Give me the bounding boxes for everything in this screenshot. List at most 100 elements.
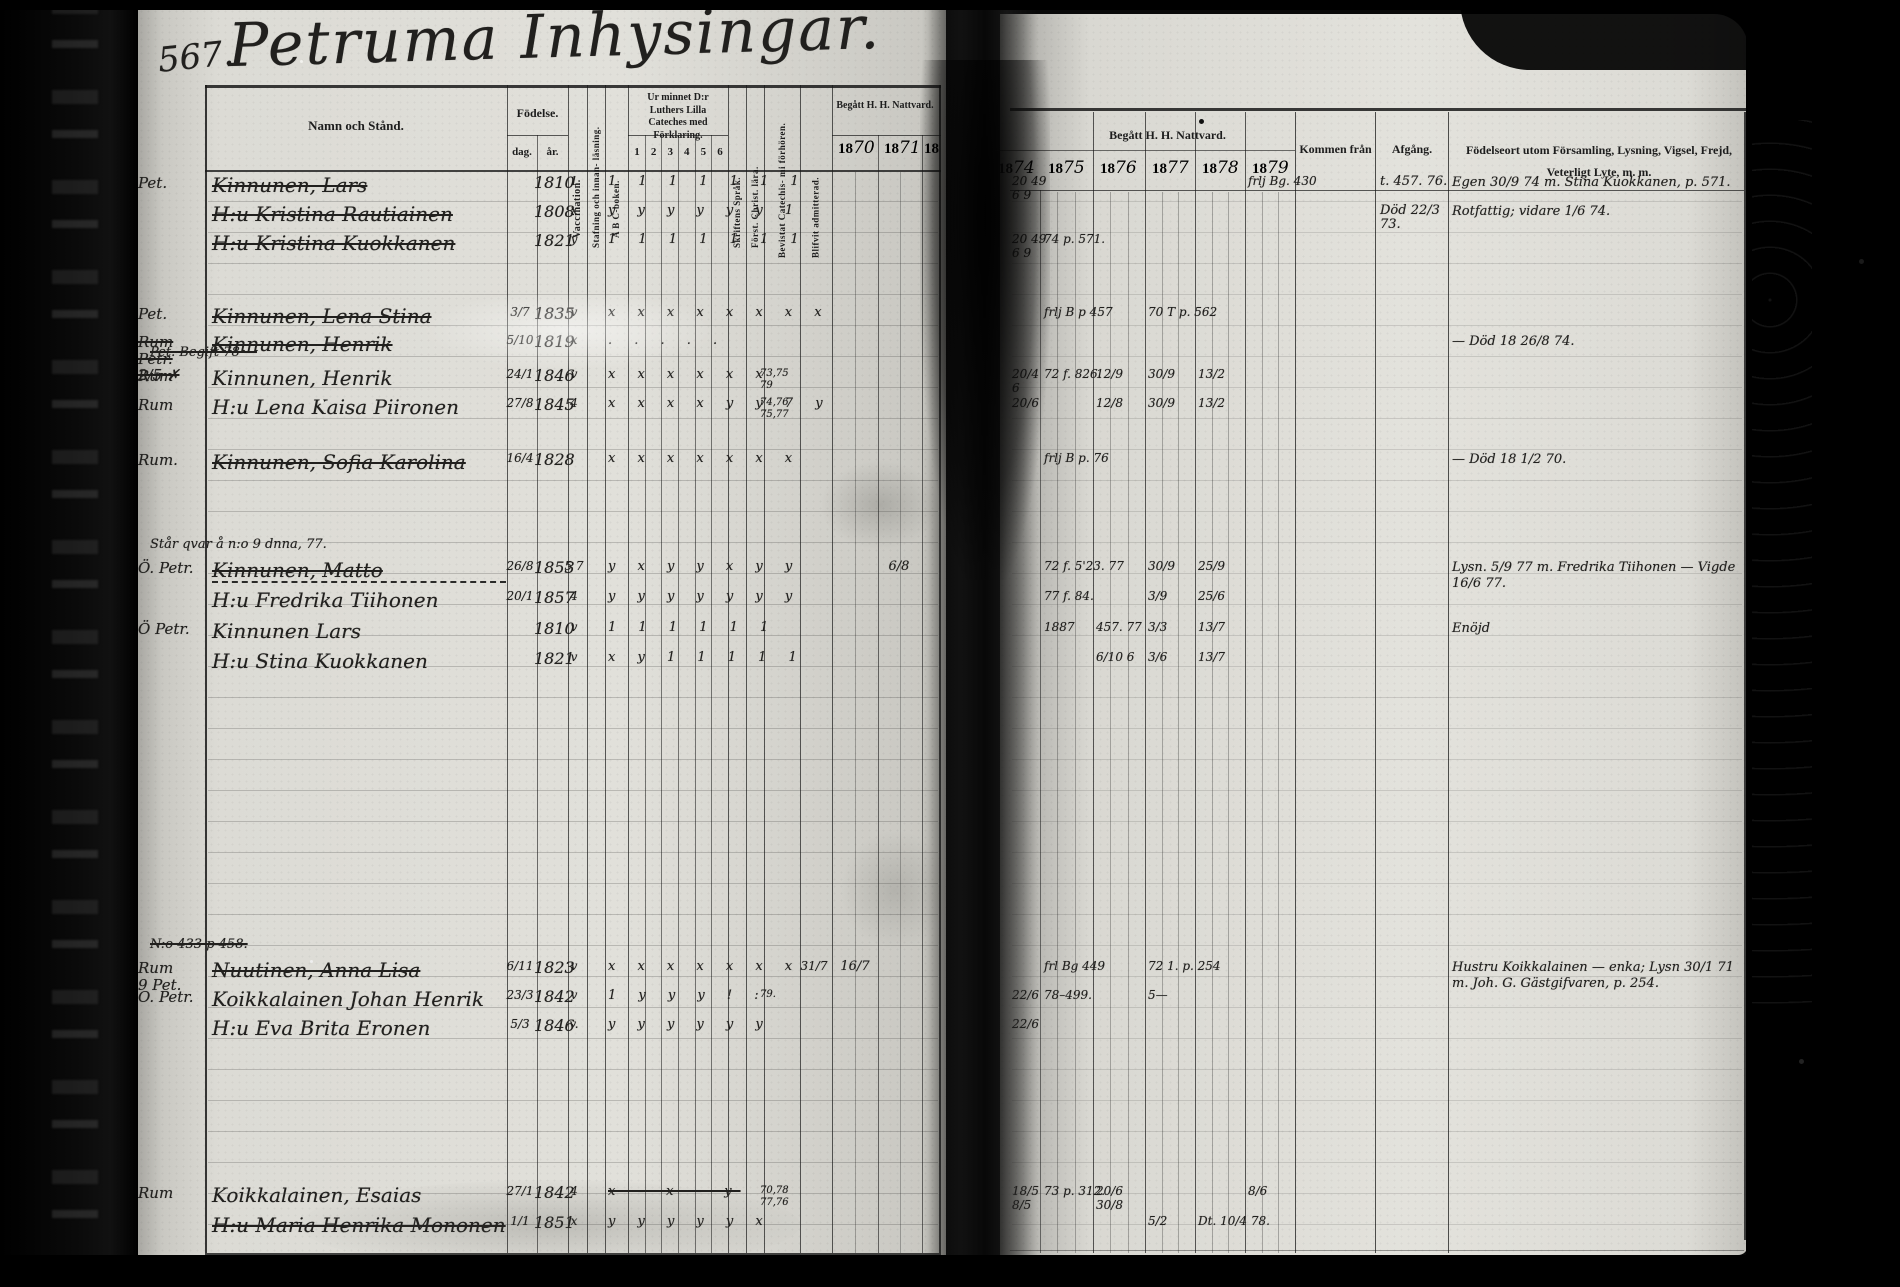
row-16-y1875: 73 p. 312.	[1044, 1184, 1106, 1198]
grid-hline	[1012, 790, 1742, 791]
grid-hline	[208, 232, 938, 233]
grid-hline	[1012, 945, 1742, 946]
film-edge-top	[0, 0, 1900, 10]
row-14-name: Koikkalainen Johan Henrik	[212, 987, 485, 1011]
row-9-y1878: 25/9	[1198, 559, 1225, 573]
row-14-att: 79.	[760, 989, 776, 1000]
grid-hline	[208, 1162, 938, 1163]
row-2-vac: x	[570, 203, 578, 217]
grid-vline	[678, 135, 679, 1253]
header-christianity: Först. Christ. lära.	[749, 166, 760, 248]
row-15-year: 1846	[534, 1016, 575, 1035]
row-17-y1878: Dt. 10/4 78.	[1198, 1214, 1270, 1228]
grid-hline	[1012, 666, 1742, 667]
grid-hline	[208, 914, 938, 915]
film-edge-bottom	[0, 1255, 1900, 1287]
row-13-y1875: frl Bg 449	[1044, 959, 1106, 973]
grid-vline	[1278, 192, 1279, 1253]
year-label: 1871	[884, 138, 921, 158]
grid-vline	[1262, 192, 1263, 1253]
row-9-margin: Ö. Petr.	[138, 559, 194, 577]
grid-hline	[208, 697, 938, 698]
row-15-day: 5/3	[510, 1017, 530, 1031]
grid-hline	[208, 976, 938, 977]
row-9-y1871: 6/8	[888, 559, 910, 574]
grid-hline	[1012, 604, 1742, 605]
header-communion-right: Begått H. H. Nattvard.	[1109, 128, 1226, 142]
row-8-year: 1828	[534, 450, 575, 469]
grid-hline	[1012, 976, 1742, 977]
row-13-cat: x x x x x x x	[608, 959, 802, 974]
grid-hline	[208, 511, 938, 512]
row-9-year: 1853	[534, 558, 575, 577]
row-6-margin-note: Pet. Begift 78 —	[150, 345, 257, 360]
year-label: 18	[924, 141, 939, 157]
catechism-col-number: 2	[650, 146, 657, 158]
grid-hline	[1012, 449, 1742, 450]
catechism-col-number: 4	[684, 146, 690, 158]
grid-hline	[1012, 1100, 1742, 1101]
row-6-y1878: 13/2	[1198, 367, 1225, 381]
row-17-name: H:u Maria Henrika Mononen	[212, 1213, 506, 1237]
row-8-margin: Rum.	[138, 451, 178, 469]
grid-hline	[208, 294, 938, 295]
row-12-vac: v	[570, 650, 578, 664]
grid-hline	[208, 387, 938, 388]
catechism-col-number: 5	[700, 146, 707, 158]
grid-vline	[746, 85, 747, 1253]
grid-vline	[587, 85, 588, 1253]
row-4-name: Kinnunen, Lena Stina	[212, 304, 432, 328]
row-12-y1877: 3/6	[1148, 650, 1168, 664]
year-label: 1878	[1202, 158, 1239, 178]
row-1-year: 1810	[534, 173, 575, 192]
row-10-year: 1857	[534, 588, 575, 607]
row-4-vac: v	[570, 305, 578, 319]
grid-vline	[1375, 112, 1376, 1253]
row-8-cat: x x x x x x x	[608, 451, 802, 466]
grid-hline	[1012, 1007, 1742, 1008]
row-13-y1877: 72 1. p. 254	[1148, 959, 1221, 973]
row-6-cat: x x x x x x	[608, 367, 772, 382]
grid-hline	[1012, 852, 1742, 853]
right-page	[1000, 14, 1748, 1255]
grid-hline	[208, 1069, 938, 1070]
grid-hline	[1012, 232, 1742, 233]
row-3-vac: y	[570, 232, 578, 246]
grid-hline	[1012, 511, 1742, 512]
row-8-day: 16/4	[506, 451, 534, 465]
row-6-y1877: 30/9	[1148, 367, 1175, 381]
grid-vline	[1228, 192, 1229, 1253]
row-10-y1878: 25/6	[1198, 589, 1225, 603]
header-birthplace: Födelseort utom Församling, Lysning, Vig…	[1465, 143, 1733, 179]
grid-hline	[208, 201, 938, 202]
grid-hline	[208, 449, 938, 450]
left-page	[138, 8, 946, 1258]
grid-hline	[1012, 697, 1742, 698]
row-16-year: 1842	[534, 1183, 575, 1202]
grid-hline	[208, 728, 938, 729]
row-6-name: Kinnunen, Henrik	[212, 366, 393, 390]
row-11-vac: v	[570, 620, 578, 634]
film-edge-right	[1746, 0, 1900, 1287]
row-7-y1877: 30/9	[1148, 396, 1175, 410]
grid-hline	[208, 542, 938, 543]
row-14-y1877: 5—	[1148, 988, 1168, 1002]
header-scripture: Skriftens Språk.	[731, 176, 742, 248]
row-3-y1875: 74 p. 571.	[1044, 232, 1106, 246]
row-16-att: 70,78 77,76	[760, 1185, 789, 1208]
grid-hline	[1012, 573, 1742, 574]
row-16-margin: Rum	[138, 1184, 174, 1202]
row-2-cat: y y y y y y 1	[608, 203, 803, 218]
catechism-col-number: 6	[717, 146, 723, 158]
grid-hline	[1012, 387, 1742, 388]
grid-vline	[507, 85, 508, 1253]
row-13-vac: v	[570, 959, 578, 973]
grid-hline	[507, 135, 568, 136]
row-4-day: 3/7	[510, 305, 530, 319]
year-label: 1875	[1048, 158, 1085, 178]
grid-vline	[764, 85, 765, 1253]
grid-vline	[605, 85, 606, 1253]
grid-vline	[1295, 112, 1296, 1253]
grid-hline	[1012, 728, 1742, 729]
row-1-notes: Egen 30/9 74 m. Stina Kuokkanen, p. 571.	[1452, 175, 1731, 190]
